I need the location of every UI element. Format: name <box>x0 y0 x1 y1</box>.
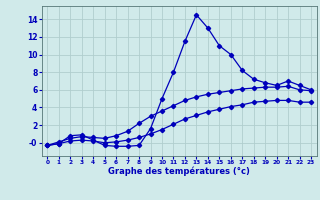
X-axis label: Graphe des températures (°c): Graphe des températures (°c) <box>108 167 250 176</box>
